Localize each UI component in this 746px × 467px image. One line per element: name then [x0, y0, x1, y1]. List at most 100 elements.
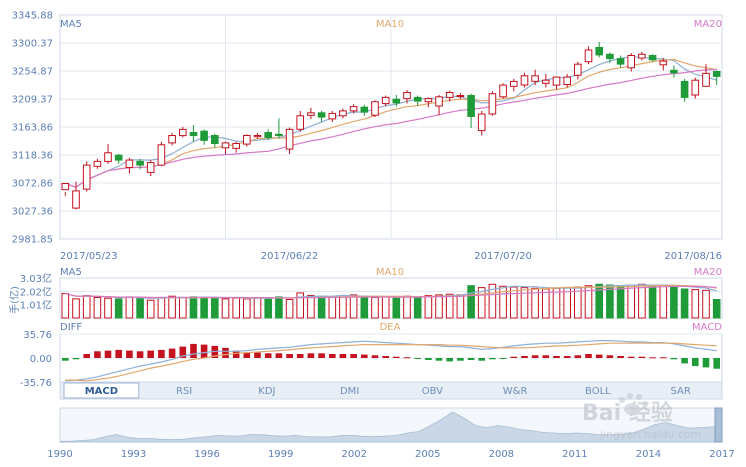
volume-bar — [253, 297, 262, 319]
tab-obv[interactable]: OBV — [422, 386, 443, 397]
macd-legend-dea: DEA — [380, 322, 401, 333]
volume-bar — [403, 295, 411, 319]
candle-body — [211, 135, 219, 144]
macd-histogram-bar — [403, 357, 411, 359]
indicator-tabs: MACD RSI KDJ DMI OBV W&R BOLL SAR — [63, 382, 691, 399]
candle-body — [477, 113, 486, 132]
volume-bar — [616, 285, 625, 319]
paw-logo-toe — [635, 393, 643, 401]
volume-bar — [157, 297, 166, 319]
vol-legend-ma10: MA10 — [376, 267, 404, 278]
volume-bar — [627, 284, 636, 319]
macd-histogram-bar — [126, 350, 133, 358]
volume-bar — [125, 296, 134, 319]
tab-rsi[interactable]: RSI — [176, 386, 192, 397]
candle-body — [285, 128, 294, 150]
candle — [552, 76, 561, 90]
candle-body — [595, 47, 604, 56]
candle — [659, 57, 668, 71]
navigator-history-area — [59, 411, 723, 443]
candle-body — [371, 101, 379, 116]
candle — [381, 95, 390, 106]
candle — [563, 73, 572, 88]
candle-body — [61, 183, 70, 191]
tab-macd[interactable]: MACD — [63, 382, 140, 399]
volume-bar — [371, 297, 379, 319]
kline-y-axis: 3345.88 3300.37 3254.87 3209.37 3163.86 3118.… — [12, 11, 53, 246]
macd-histogram-bar — [104, 350, 112, 358]
volume-bar — [232, 297, 240, 319]
candle — [467, 93, 475, 129]
candle-body — [627, 55, 636, 69]
macd-histogram-bar — [670, 358, 678, 360]
candle — [638, 51, 646, 61]
candle-body — [349, 106, 358, 112]
legend-ma20: MA20 — [694, 19, 722, 30]
tab-active-highlight — [63, 382, 140, 399]
candle-body — [146, 162, 155, 173]
kline-y-tick-label: 3209.37 — [12, 95, 53, 106]
macd-panel: 35.76 0.00 -35.76 DIFF DEA MACD — [20, 322, 723, 389]
navigator-x-tick-label: 1996 — [194, 449, 219, 460]
volume-ma20-line — [65, 285, 717, 299]
tab-wr[interactable]: W&R — [503, 386, 528, 397]
macd-histogram-bar — [264, 353, 272, 358]
candle-body — [189, 132, 198, 137]
candle-body — [574, 63, 582, 76]
navigator-range-handle[interactable] — [714, 407, 723, 443]
candle-body — [392, 98, 401, 104]
tab-dmi[interactable]: DMI — [340, 386, 359, 397]
candle — [317, 110, 326, 122]
tab-label: MACD — [85, 386, 118, 397]
macd-histogram-bar — [563, 356, 571, 358]
macd-histogram-bar — [286, 354, 293, 358]
volume-bar — [531, 287, 539, 319]
kline-y-tick-label: 3163.86 — [12, 123, 53, 134]
legend-ma5: MA5 — [60, 19, 82, 30]
volume-bar — [189, 296, 198, 319]
paw-logo-pad — [624, 403, 640, 415]
volume-bar — [114, 298, 123, 319]
candle — [243, 134, 251, 147]
macd-histogram-bar — [254, 352, 261, 358]
volume-bar — [510, 286, 518, 319]
history-navigator: 1990 1993 1996 1999 2002 2005 2008 2011 2014 2017 — [47, 407, 735, 460]
volume-bar — [606, 284, 614, 319]
candle-body — [659, 60, 668, 66]
candle-body — [136, 160, 144, 166]
macd-histogram-bar — [329, 354, 336, 358]
macd-y-tick-label: 0.00 — [30, 354, 52, 365]
candle-body — [157, 144, 166, 166]
candle-body — [72, 190, 80, 209]
tab-boll[interactable]: BOLL — [585, 386, 611, 397]
macd-histogram-bar — [489, 358, 496, 360]
volume-bar — [381, 296, 390, 319]
paw-logo-toe — [626, 392, 634, 400]
candle — [114, 153, 123, 164]
tab-kdj[interactable]: KDJ — [258, 386, 275, 397]
candle — [200, 129, 208, 145]
candle-body — [413, 96, 422, 102]
macd-histogram-bar — [190, 343, 197, 358]
candle — [627, 53, 636, 72]
ma10-line — [65, 58, 717, 188]
tab-sar[interactable]: SAR — [670, 386, 690, 397]
watermark: Bai 经验 jingyan.baidu.com — [582, 392, 702, 441]
candle-body — [531, 75, 539, 82]
candle-body — [168, 135, 176, 144]
macd-histogram-bar — [521, 356, 528, 358]
volume-bar — [339, 295, 347, 319]
macd-histogram-bar — [457, 358, 464, 361]
candle — [691, 77, 700, 99]
candle — [285, 127, 294, 154]
macd-histogram-bar — [702, 358, 710, 368]
volume-bar — [435, 294, 443, 319]
candle-body — [691, 79, 700, 96]
tab-label: KDJ — [258, 386, 275, 397]
candle — [93, 158, 102, 169]
legend-ma10: MA10 — [376, 19, 404, 30]
volume-bar — [200, 297, 208, 319]
